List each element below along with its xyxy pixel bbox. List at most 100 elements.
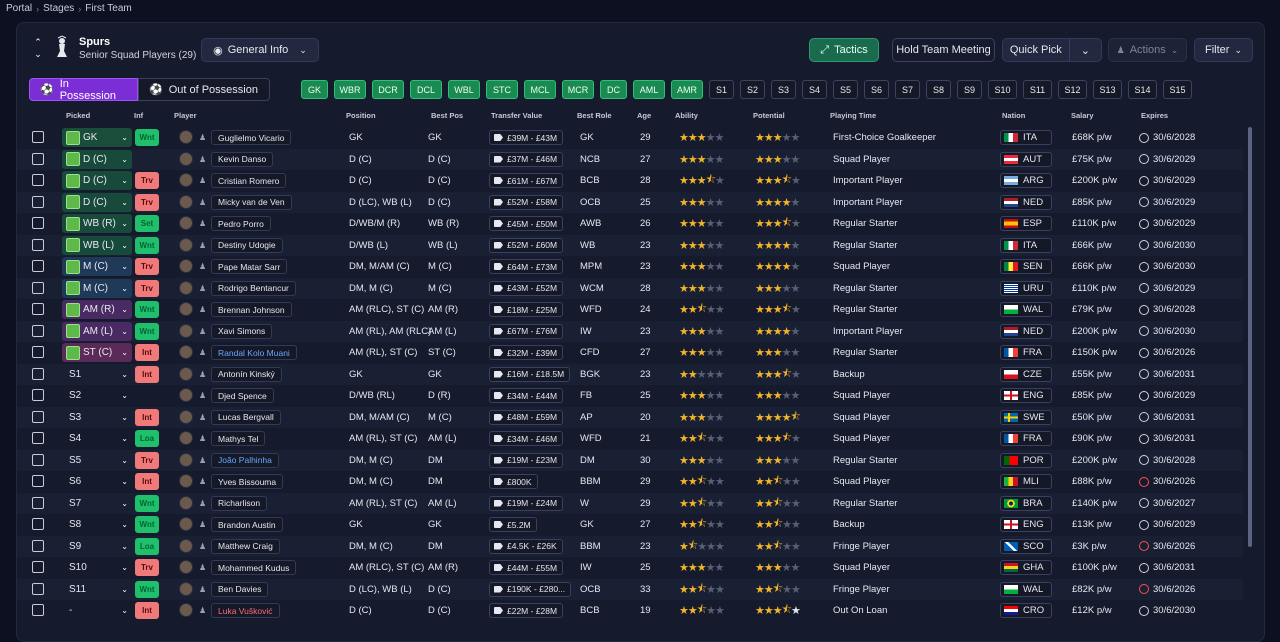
picked-select[interactable]: S7 ⌄ [62, 494, 132, 513]
scrollbar[interactable] [1248, 127, 1252, 547]
transfer-value[interactable]: £16M - £18.5M [489, 366, 571, 382]
chip-s3[interactable]: S3 [771, 80, 796, 99]
picked-select[interactable]: S4 ⌄ [62, 429, 132, 448]
transfer-value[interactable]: £800K [489, 474, 538, 489]
select-checkbox[interactable] [32, 518, 44, 530]
chip-dcl[interactable]: DCL [410, 80, 442, 99]
picked-select[interactable]: M (C) ⌄ [62, 257, 132, 276]
select-checkbox[interactable] [32, 475, 44, 487]
transfer-value[interactable]: £37M - £46M [489, 151, 564, 167]
table-row[interactable]: WB (R) ⌄ Set ♟ Pedro Porro D/WB/M (R) WB (R) £4… [17, 213, 1243, 234]
breadcrumb-portal[interactable]: Portal [6, 3, 33, 14]
nation[interactable]: AUT [1000, 151, 1052, 167]
table-row[interactable]: D (C) ⌄ Trv ♟ Cristian Romero D (C) D (C) £61M … [17, 170, 1243, 191]
table-row[interactable]: S10 ⌄ Trv ♟ Mohammed Kudus AM (RLC), ST (C) AM… [17, 557, 1243, 578]
picked-select[interactable]: D (C) ⌄ [62, 192, 132, 212]
header-nation[interactable]: Nation [1002, 111, 1026, 120]
transfer-value[interactable]: £67M - £76M [489, 323, 564, 339]
player-name[interactable]: Destiny Udogie [211, 237, 283, 253]
select-checkbox[interactable] [32, 195, 44, 208]
table-row[interactable]: S3 ⌄ Int ♟ Lucas Bergvall DM, M/AM (C) M (C) £4… [17, 406, 1243, 428]
table-row[interactable]: S9 ⌄ Loa ♟ Matthew Craig DM, M (C) DM £4.5K - £… [17, 535, 1243, 557]
header-salary[interactable]: Salary [1071, 111, 1094, 120]
transfer-value[interactable]: £18M - £25M [489, 302, 564, 317]
header-position[interactable]: Position [346, 111, 376, 120]
player-name[interactable]: Luka Vušković [211, 603, 280, 618]
table-row[interactable]: S11 ⌄ Wnt ♟ Ben Davies D (LC), WB (L) D (C) £19… [17, 578, 1243, 600]
player-name[interactable]: Brennan Johnson [211, 302, 292, 317]
table-row[interactable]: D (C) ⌄ ♟ Kevin Danso D (C) D (C) £37M - £46M N… [17, 148, 1243, 170]
chevron-down-icon[interactable]: ⌄ [1080, 44, 1090, 57]
nation[interactable]: SWE [1000, 409, 1052, 425]
select-checkbox[interactable] [32, 303, 44, 315]
tactics-button[interactable]: ⤢ Tactics [809, 38, 879, 62]
select-checkbox[interactable] [32, 389, 44, 401]
chip-s13[interactable]: S13 [1093, 80, 1122, 99]
chip-gk[interactable]: GK [301, 80, 328, 99]
table-row[interactable]: AM (R) ⌄ Wnt ♟ Brennan Johnson AM (RLC), ST (… [17, 299, 1243, 320]
picked-select[interactable]: D (C) ⌄ [62, 171, 132, 190]
nation[interactable]: CZE [1000, 366, 1052, 382]
picked-select[interactable]: S9 ⌄ [62, 537, 132, 556]
picked-select[interactable]: S1 ⌄ [62, 365, 132, 384]
chip-amr[interactable]: AMR [671, 80, 703, 99]
transfer-value[interactable]: £34M - £44M [489, 388, 564, 403]
nation[interactable]: CRO [1000, 603, 1052, 618]
transfer-value[interactable]: £48M - £59M [489, 409, 564, 425]
nation[interactable]: MLI [1000, 474, 1052, 489]
picked-select[interactable]: S8 ⌄ [62, 515, 132, 534]
chip-s10[interactable]: S10 [988, 80, 1017, 99]
transfer-value[interactable]: £190K - £280... [489, 581, 572, 597]
header-age[interactable]: Age [637, 111, 652, 120]
hold-team-meeting-button[interactable]: Hold Team Meeting [892, 38, 995, 62]
transfer-value[interactable]: £43M - £52M [489, 280, 564, 296]
chip-s5[interactable]: S5 [833, 80, 858, 99]
header-inf[interactable]: Inf [134, 111, 144, 120]
chip-s11[interactable]: S11 [1023, 80, 1052, 99]
quick-pick-button[interactable]: Quick Pick [1003, 39, 1070, 61]
table-row[interactable]: S7 ⌄ Wnt ♟ Richarlison AM (RL), ST (C) AM (L) £… [17, 492, 1243, 514]
player-name[interactable]: Pedro Porro [211, 216, 271, 231]
picked-select[interactable]: GK ⌄ [62, 128, 132, 147]
select-checkbox[interactable] [32, 582, 44, 595]
chip-s6[interactable]: S6 [864, 80, 889, 99]
select-checkbox[interactable] [32, 367, 44, 380]
player-name[interactable]: Kevin Danso [211, 151, 274, 167]
nation[interactable]: SEN [1000, 259, 1052, 274]
nation[interactable]: ITA [1000, 237, 1052, 253]
chip-wbr[interactable]: WBR [334, 80, 366, 99]
chip-mcr[interactable]: MCR [562, 80, 594, 99]
chevron-up-icon[interactable]: ⌃ [34, 37, 42, 47]
transfer-value[interactable]: £45M - £50M [489, 216, 564, 231]
nation[interactable]: URU [1000, 280, 1052, 296]
nation[interactable]: FRA [1000, 431, 1052, 446]
header-expires[interactable]: Expires [1141, 111, 1169, 120]
picked-select[interactable]: S6 ⌄ [62, 472, 132, 491]
chip-stc[interactable]: STC [486, 80, 518, 99]
breadcrumb-stages[interactable]: Stages [43, 3, 75, 14]
player-name[interactable]: Cristian Romero [211, 173, 287, 188]
chip-s14[interactable]: S14 [1128, 80, 1157, 99]
nation[interactable]: GHA [1000, 560, 1052, 575]
player-name[interactable]: Mohammed Kudus [211, 560, 297, 575]
picked-select[interactable]: WB (R) ⌄ [62, 214, 132, 233]
nation[interactable]: FRA [1000, 345, 1052, 360]
chip-s12[interactable]: S12 [1058, 80, 1087, 99]
transfer-value[interactable]: £52M - £60M [489, 237, 564, 253]
picked-select[interactable]: AM (L) ⌄ [62, 321, 132, 341]
player-name[interactable]: Randal Kolo Muani [211, 345, 297, 360]
header-transfer-value[interactable]: Transfer Value [491, 111, 543, 120]
player-name[interactable]: Micky van de Ven [211, 194, 292, 210]
actions-button[interactable]: ♟ Actions ⌄ [1108, 38, 1187, 62]
player-name[interactable]: Richarlison [211, 495, 268, 511]
header-playing-time[interactable]: Playing Time [830, 111, 877, 120]
chip-dc[interactable]: DC [600, 80, 627, 99]
transfer-value[interactable]: £39M - £43M [489, 130, 564, 145]
player-name[interactable]: Rodrigo Bentancur [211, 280, 296, 296]
transfer-value[interactable]: £5.2M [489, 517, 537, 532]
picked-select[interactable]: M (C) ⌄ [62, 278, 132, 298]
select-checkbox[interactable] [32, 346, 44, 358]
table-row[interactable]: ST (C) ⌄ Int ♟ Randal Kolo Muani AM (RL), ST … [17, 342, 1243, 363]
nation[interactable]: ENG [1000, 517, 1052, 532]
transfer-value[interactable]: £61M - £67M [489, 173, 564, 188]
